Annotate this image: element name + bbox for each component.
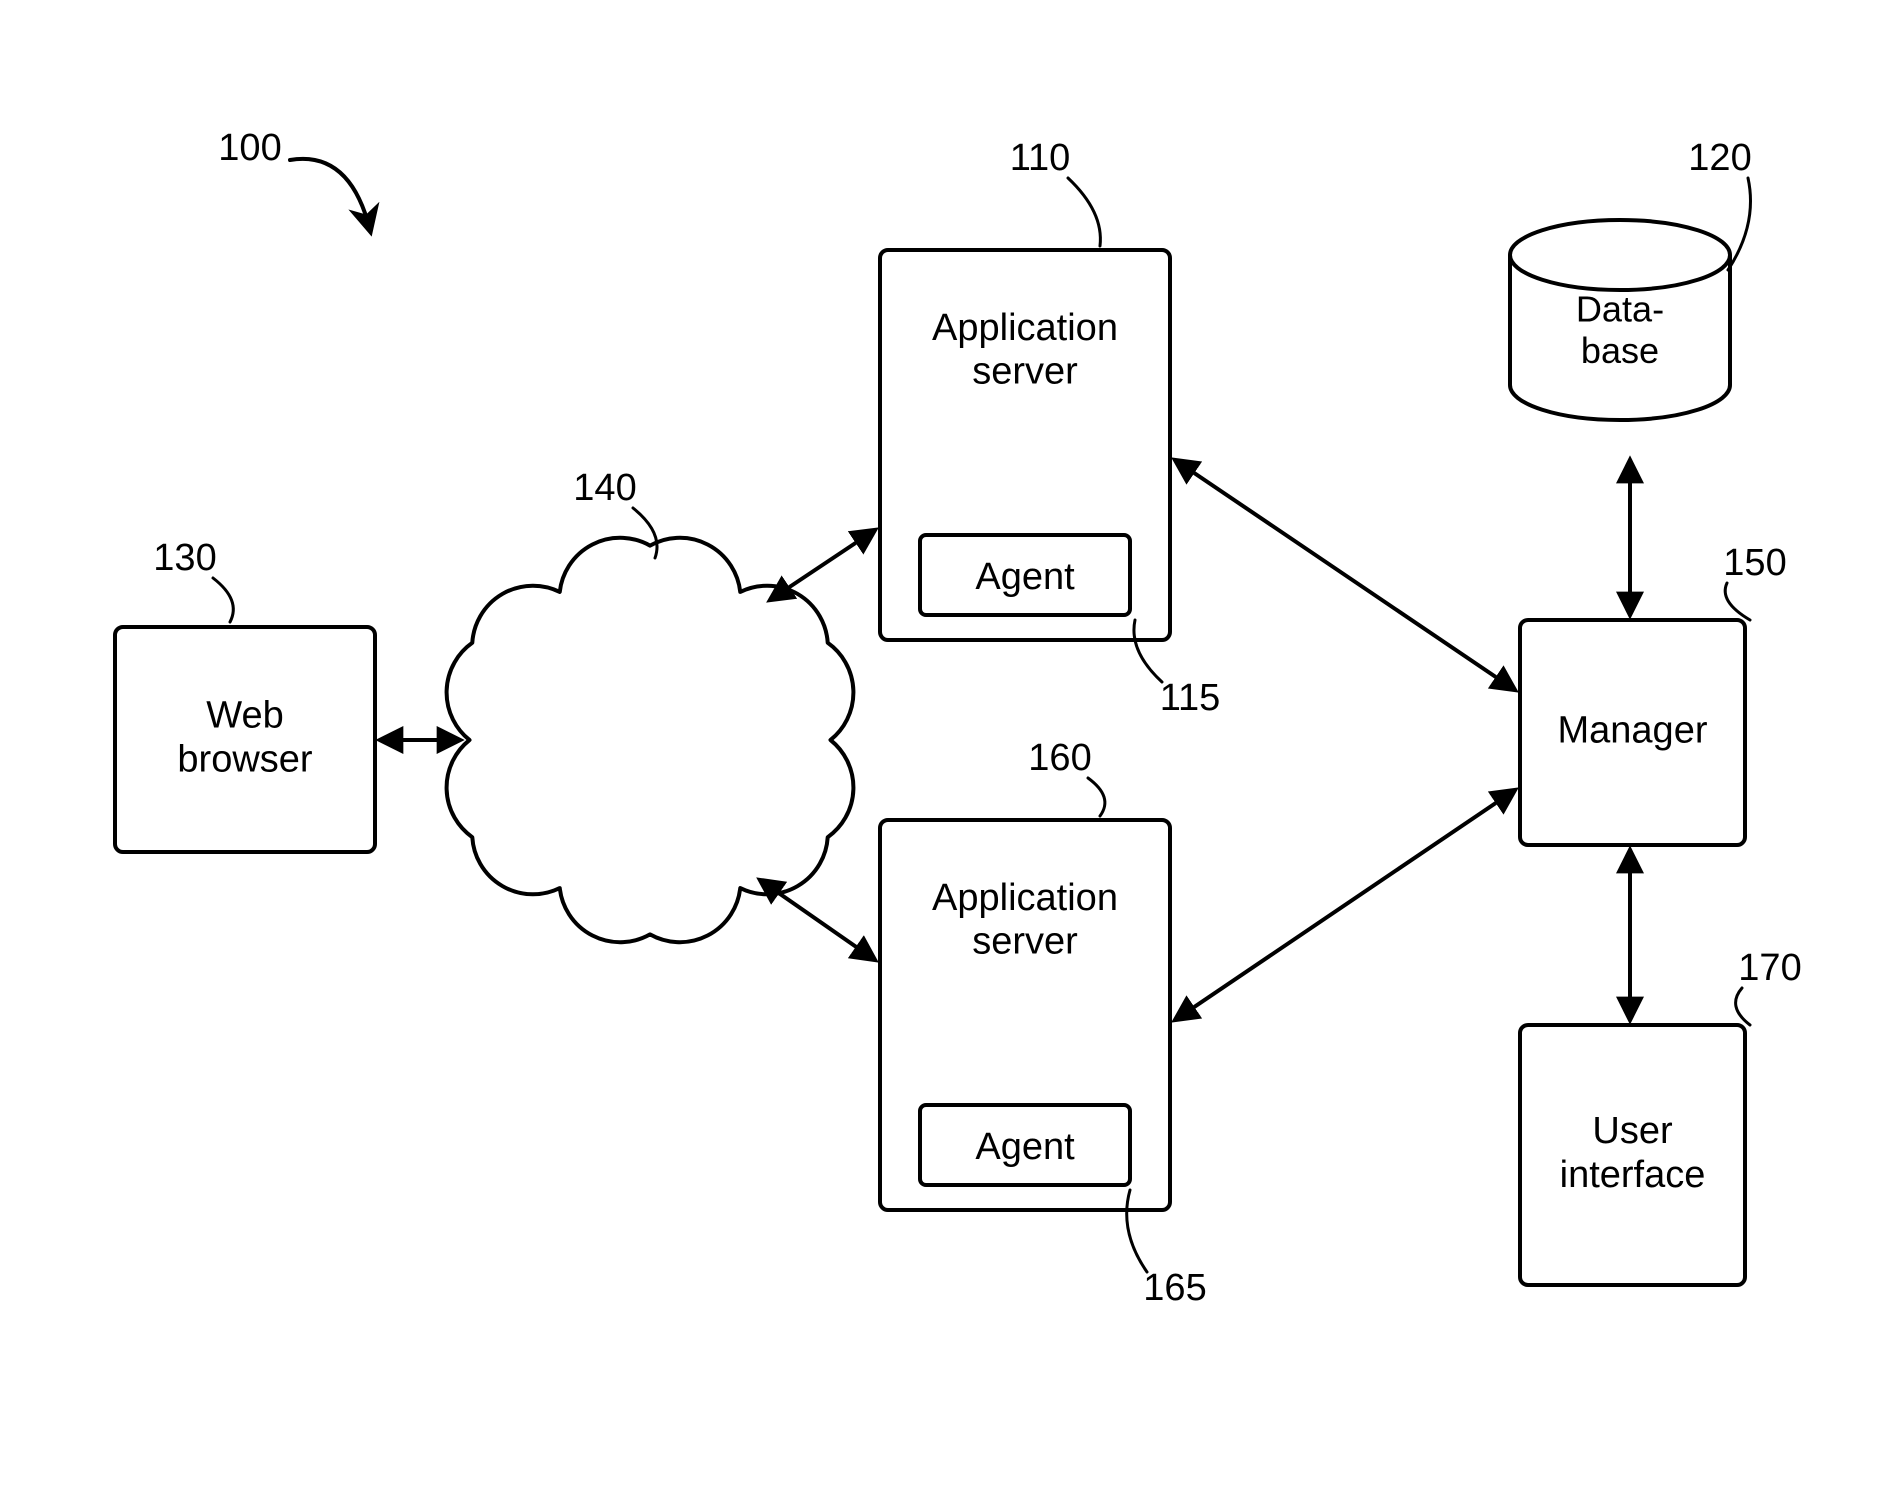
node-agent_2: Agent bbox=[920, 1105, 1130, 1185]
ref-leader bbox=[1088, 778, 1105, 816]
ref-label: 100 bbox=[218, 127, 281, 169]
ref-label: 140 bbox=[573, 467, 636, 509]
node-cloud bbox=[447, 538, 854, 942]
ref-leader bbox=[1736, 988, 1750, 1025]
ref-r170: 170 bbox=[1736, 947, 1802, 1025]
ref-label: 150 bbox=[1723, 542, 1786, 584]
label-app_server_1-line: server bbox=[972, 351, 1078, 393]
ref-label: 110 bbox=[1010, 137, 1071, 179]
node-user_interface: Userinterface bbox=[1520, 1025, 1745, 1285]
label-web_browser-line: browser bbox=[177, 738, 312, 780]
label-user_interface-line: interface bbox=[1560, 1154, 1706, 1196]
label-manager: Manager bbox=[1558, 710, 1708, 752]
label-agent_1: Agent bbox=[975, 556, 1075, 598]
ref-leader-arrow bbox=[290, 159, 370, 230]
ref-label: 170 bbox=[1738, 947, 1801, 989]
ref-r130: 130 bbox=[153, 537, 233, 622]
architecture-diagram: WebbrowserApplicationserverAgentApplicat… bbox=[0, 0, 1887, 1486]
node-web_browser: Webbrowser bbox=[115, 627, 375, 852]
edge-app_server_2-manager bbox=[1175, 790, 1515, 1020]
node-database: Data-base bbox=[1510, 220, 1730, 420]
ref-leader bbox=[213, 578, 233, 622]
edge-cloud-app_server_2 bbox=[760, 880, 875, 960]
label-agent_2: Agent bbox=[975, 1126, 1075, 1168]
node-manager: Manager bbox=[1520, 620, 1745, 845]
label-manager-line: Manager bbox=[1558, 710, 1708, 752]
ref-leader bbox=[1068, 178, 1100, 246]
ref-label: 115 bbox=[1160, 677, 1221, 719]
label-database: Data-base bbox=[1576, 289, 1664, 372]
edge-cloud-app_server_1 bbox=[770, 530, 875, 600]
label-database-line: base bbox=[1581, 330, 1659, 371]
ref-r150: 150 bbox=[1723, 542, 1786, 620]
ref-r100: 100 bbox=[218, 127, 370, 230]
node-agent_1: Agent bbox=[920, 535, 1130, 615]
ref-label: 165 bbox=[1143, 1267, 1206, 1309]
ref-r110: 110 bbox=[1010, 137, 1101, 246]
label-agent_1-line: Agent bbox=[975, 556, 1075, 598]
label-database-line: Data- bbox=[1576, 289, 1664, 330]
label-user_interface-line: User bbox=[1592, 1110, 1673, 1152]
label-app_server_1-line: Application bbox=[932, 307, 1118, 349]
label-app_server_2-line: server bbox=[972, 921, 1078, 963]
ref-leader bbox=[1725, 583, 1750, 620]
ref-label: 120 bbox=[1688, 137, 1751, 179]
ref-r160: 160 bbox=[1028, 737, 1105, 816]
edge-app_server_1-manager bbox=[1175, 460, 1515, 690]
ref-label: 160 bbox=[1028, 737, 1091, 779]
ref-label: 130 bbox=[153, 537, 216, 579]
label-web_browser-line: Web bbox=[206, 695, 283, 737]
label-agent_2-line: Agent bbox=[975, 1126, 1075, 1168]
label-app_server_2-line: Application bbox=[932, 877, 1118, 919]
